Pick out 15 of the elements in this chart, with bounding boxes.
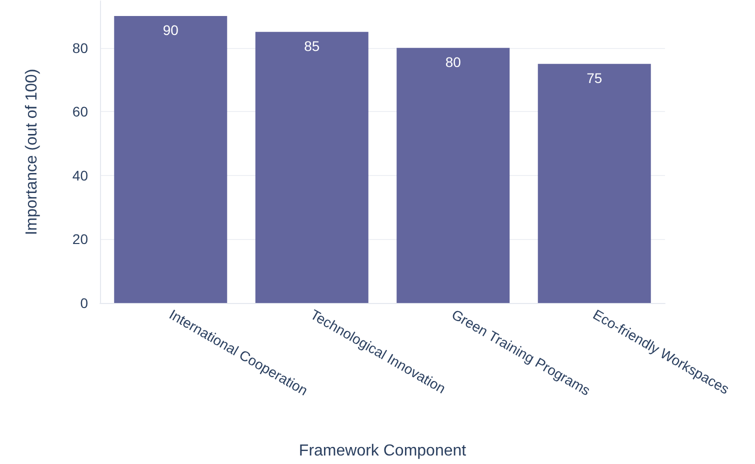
y-axis-title: Importance (out of 100) xyxy=(24,68,40,236)
x-axis-title: Framework Component xyxy=(298,442,467,460)
data-label: 85 xyxy=(304,38,320,54)
bar xyxy=(114,16,228,303)
y-tick-label: 40 xyxy=(72,167,88,184)
bar xyxy=(255,32,368,303)
y-tick-label: 80 xyxy=(72,40,88,56)
y-tick-label: 20 xyxy=(72,231,88,248)
data-label: 90 xyxy=(162,22,179,38)
data-label: 75 xyxy=(586,70,602,86)
bar xyxy=(396,48,510,303)
bar xyxy=(538,64,651,303)
data-label: 80 xyxy=(445,54,462,70)
y-tick-label: 60 xyxy=(72,104,88,120)
y-tick-label: 0 xyxy=(80,295,88,311)
